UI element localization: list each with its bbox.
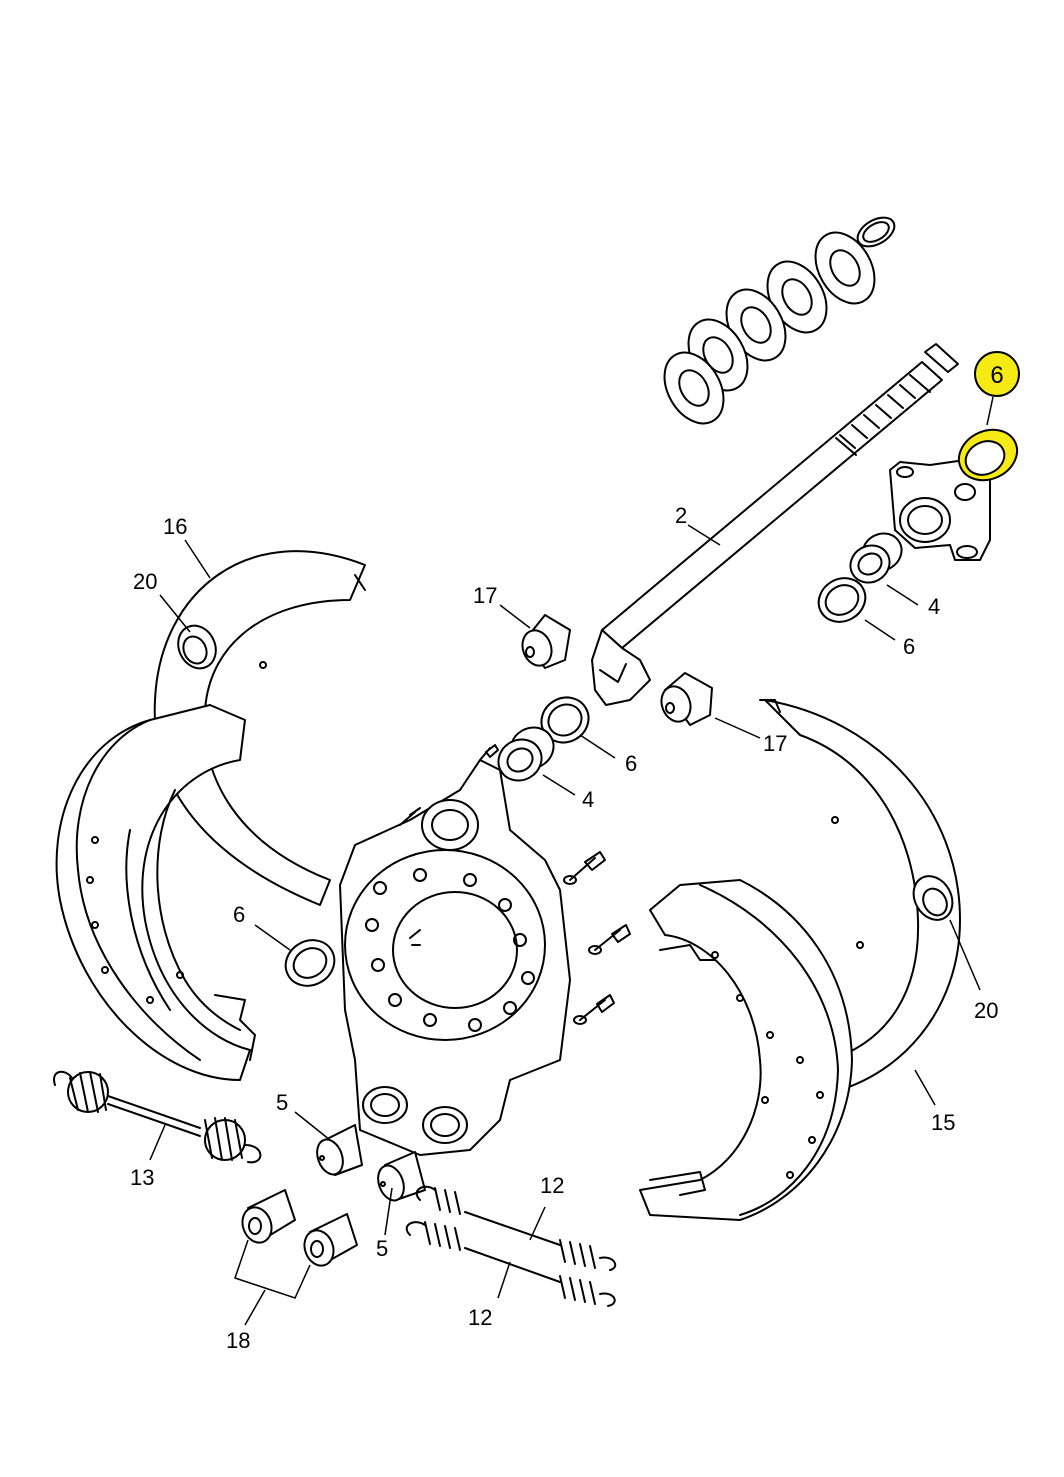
brake-shoe-left[interactable]: [55, 704, 256, 1081]
snap-ring[interactable]: [853, 212, 900, 253]
spring-13[interactable]: [53, 1070, 262, 1164]
callout-6-left: 6: [233, 902, 245, 927]
callout-20-left: 20: [133, 569, 157, 594]
callout-16: 16: [163, 514, 187, 539]
seal-6-center[interactable]: [533, 689, 597, 751]
spring-12-upper[interactable]: [415, 1185, 617, 1271]
bracket-right[interactable]: [889, 459, 991, 561]
callout-highlight[interactable]: 6: [974, 351, 1020, 397]
callout-13: 13: [130, 1165, 154, 1190]
seal-6-right[interactable]: [811, 570, 874, 630]
washer-stack[interactable]: [652, 222, 886, 434]
spider-housing[interactable]: [339, 759, 571, 1156]
bolts[interactable]: [399, 744, 631, 1025]
brake-shoe-right[interactable]: [639, 879, 853, 1221]
seal-6-highlighted[interactable]: [951, 421, 1026, 490]
roller-18-right[interactable]: [300, 1213, 358, 1270]
callout-17-right: 17: [763, 731, 787, 756]
callout-5-left: 5: [276, 1090, 288, 1115]
roller-17-right[interactable]: [657, 672, 713, 726]
callout-18: 18: [226, 1328, 250, 1353]
callout-6-right: 6: [903, 634, 915, 659]
callout-6-center: 6: [625, 751, 637, 776]
bushing-4-right[interactable]: [844, 526, 909, 589]
seal-6-left[interactable]: [277, 931, 342, 994]
callout-17-left: 17: [473, 583, 497, 608]
dust-shield-left[interactable]: [153, 550, 366, 906]
leader-lines: [149, 396, 994, 1326]
callout-5-right: 5: [376, 1236, 388, 1261]
camshaft[interactable]: [591, 343, 959, 706]
spring-12-lower[interactable]: [405, 1221, 616, 1307]
callout-4-right: 4: [928, 594, 940, 619]
pin-5-right[interactable]: [374, 1151, 426, 1204]
callout-label-6-highlight: 6: [990, 362, 1003, 389]
bushing-4-center[interactable]: [491, 720, 561, 789]
pin-5-left[interactable]: [313, 1124, 363, 1178]
callout-20-right: 20: [974, 998, 998, 1023]
callout-4-center: 4: [582, 787, 594, 812]
callout-12-lower: 12: [468, 1305, 492, 1330]
roller-18-left[interactable]: [238, 1189, 296, 1247]
callout-2: 2: [675, 503, 687, 528]
roller-17-left[interactable]: [518, 614, 571, 670]
callout-15: 15: [931, 1110, 955, 1135]
callout-12-upper: 12: [540, 1173, 564, 1198]
